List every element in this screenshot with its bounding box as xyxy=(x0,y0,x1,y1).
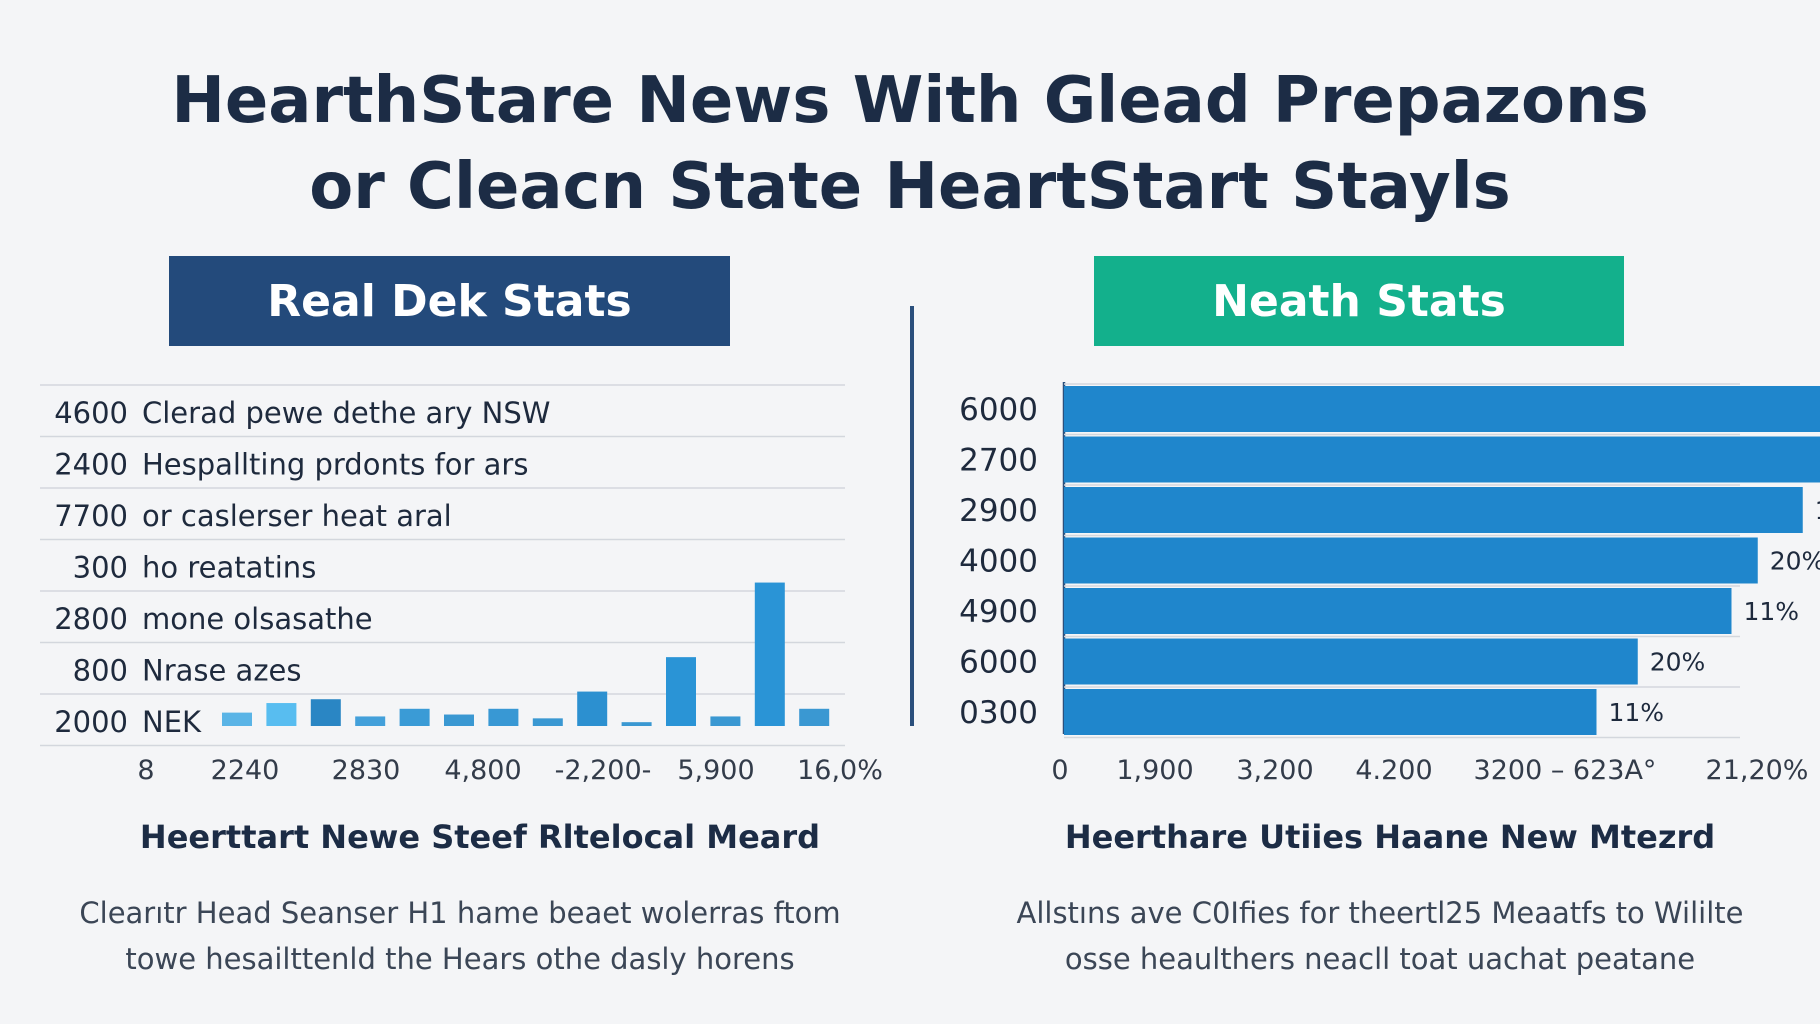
left-x-tick-label: 2240 xyxy=(211,755,280,786)
left-x-tick-label: -2,200- xyxy=(555,755,652,786)
left-row-label: Hespallting prdonts for ars xyxy=(142,447,528,481)
left-column-bar xyxy=(666,657,696,726)
left-description-line-1: Clearıtr Head Seanser H1 hame beaet wole… xyxy=(79,896,841,930)
left-x-tick-label: 4,800 xyxy=(444,755,521,786)
left-chart-subtitle: Heerttart Newe Steef Rltelocal Meard xyxy=(139,818,821,856)
left-row-value: 2000 xyxy=(54,705,128,739)
right-category-label: 6000 xyxy=(959,645,1038,681)
left-column-bar xyxy=(444,714,474,726)
right-description-line-2: osse heaulthers neacll toat uachat peata… xyxy=(1064,942,1696,976)
left-row-label: ho reatatins xyxy=(142,550,316,584)
right-bar xyxy=(1064,537,1758,584)
page-title: HearthStare News With Glead Prepazons or… xyxy=(0,58,1820,230)
right-x-tick-label: 1,900 xyxy=(1116,755,1193,786)
left-column-bar xyxy=(222,712,252,726)
left-row-label: NEK xyxy=(142,705,202,739)
left-row-value: 2400 xyxy=(54,447,128,481)
right-description: Allstıns ave C0Ifies for theertl25 Meaat… xyxy=(940,890,1820,982)
right-category-label: 4000 xyxy=(959,544,1038,580)
right-description-line-1: Allstıns ave C0Ifies for theertl25 Meaat… xyxy=(1016,896,1744,930)
right-category-label: 0300 xyxy=(959,695,1038,731)
left-x-tick-label: 5,900 xyxy=(677,755,754,786)
left-column-bar xyxy=(310,699,341,726)
page-title-line-2: or Cleacn State HeartStart Stayls xyxy=(309,150,1511,224)
panel-divider xyxy=(910,306,914,726)
left-description: Clearıtr Head Seanser H1 hame beaet wole… xyxy=(20,890,900,982)
left-column-bar xyxy=(532,718,563,726)
left-row-label: Nrase azes xyxy=(142,653,302,687)
left-x-tick-label: 2830 xyxy=(332,755,401,786)
right-value-label: 11% xyxy=(1744,597,1800,626)
right-value-label: 11% xyxy=(1609,698,1665,727)
right-category-label: 6000 xyxy=(959,392,1038,428)
right-bar xyxy=(1064,588,1732,634)
left-row-label: Clerad pewe dethe ary NSW xyxy=(142,396,550,430)
left-x-tick-label: 8 xyxy=(137,755,154,786)
left-column-bar xyxy=(577,691,608,726)
left-column-bar xyxy=(754,582,785,726)
right-bar xyxy=(1064,638,1638,685)
left-description-line-2: towe hesailttenld the Hears othe dasly h… xyxy=(125,942,795,976)
left-column-bar xyxy=(355,716,386,726)
page-title-line-1: HearthStare News With Glead Prepazons xyxy=(171,64,1649,138)
right-x-tick-label: 3200 – 623A° xyxy=(1474,755,1657,786)
right-bar xyxy=(1064,689,1597,735)
left-row-label: mone olsasathe xyxy=(142,602,373,636)
left-row-value: 4600 xyxy=(54,396,128,430)
left-row-label: or caslerser heat aral xyxy=(142,499,452,533)
right-category-label: 4900 xyxy=(959,594,1038,630)
left-column-bar xyxy=(266,703,297,726)
right-chart: 600012%270012%290017%400020%490011%60002… xyxy=(959,382,1820,786)
left-row-value: 7700 xyxy=(54,499,128,533)
right-bar xyxy=(1064,386,1820,432)
right-category-label: 2700 xyxy=(959,443,1038,479)
charts-canvas: 4600 Clerad pewe dethe ary NSW 2400 Hespall… xyxy=(40,382,1820,786)
left-x-tick-label: 16,0% xyxy=(797,755,883,786)
left-column-bar xyxy=(799,708,830,726)
right-value-label: 20% xyxy=(1650,648,1706,677)
left-column-bar xyxy=(710,716,741,726)
left-row-value: 300 xyxy=(73,550,128,584)
right-x-tick-label: 4.200 xyxy=(1355,755,1432,786)
right-value-label: 20% xyxy=(1770,547,1820,576)
right-x-tick-label: 3,200 xyxy=(1236,755,1313,786)
right-bar xyxy=(1064,436,1820,483)
right-x-tick-label: 0 xyxy=(1051,755,1068,786)
right-value-label: 17% xyxy=(1815,496,1820,525)
right-panel-header: Neath Stats xyxy=(1094,256,1624,346)
left-panel-header: Real Dek Stats xyxy=(169,256,730,346)
left-column-bar xyxy=(621,722,652,726)
left-column-bar xyxy=(399,708,430,726)
left-chart: 4600 Clerad pewe dethe ary NSW 2400 Hespall… xyxy=(40,384,883,786)
right-chart-subtitle: Heerthare Utiies Haane New Mtezrd xyxy=(1064,818,1716,856)
right-x-tick-label: 21,20% xyxy=(1706,755,1809,786)
left-column-bar xyxy=(488,708,519,726)
left-row-value: 2800 xyxy=(54,602,128,636)
left-row-value: 800 xyxy=(73,653,128,687)
right-category-label: 2900 xyxy=(959,493,1038,529)
right-bar xyxy=(1064,487,1803,533)
